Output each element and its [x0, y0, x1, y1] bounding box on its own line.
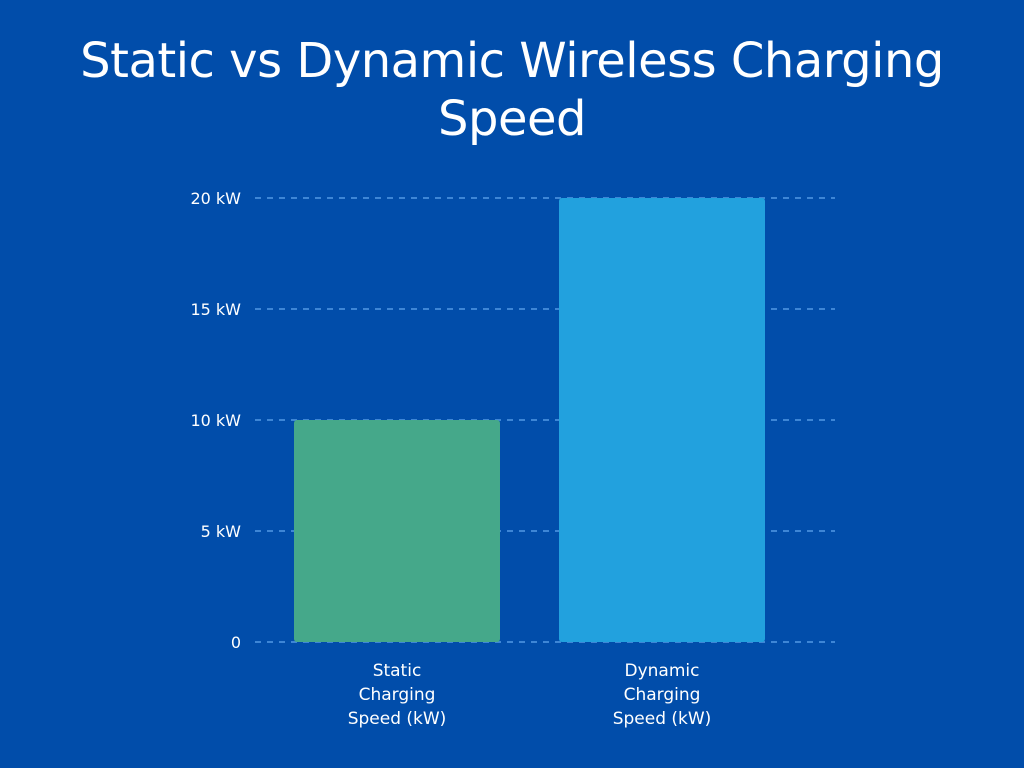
x-tick-label: Charging: [359, 685, 436, 705]
x-axis-labels: Static Charging Speed (kW) Dynamic Charging S…: [348, 661, 712, 729]
x-tick-label: Charging: [624, 685, 701, 705]
y-tick-label: 0: [231, 633, 241, 652]
x-tick-label: Dynamic: [625, 661, 700, 681]
y-tick-label: 20 kW: [190, 189, 241, 208]
y-tick-label: 15 kW: [190, 300, 241, 319]
bars: [294, 198, 765, 642]
bar: [559, 198, 765, 642]
x-tick-label: Speed (kW): [613, 709, 712, 729]
bar: [294, 420, 500, 642]
y-tick-label: 10 kW: [190, 411, 241, 430]
chart-title: Static vs Dynamic Wireless Charging Spee…: [80, 33, 944, 147]
y-tick-label: 5 kW: [201, 522, 242, 541]
y-axis-ticks: 0 5 kW 10 kW 15 kW 20 kW: [190, 189, 241, 652]
x-tick-label: Speed (kW): [348, 709, 447, 729]
x-tick-label: Static: [373, 661, 422, 681]
